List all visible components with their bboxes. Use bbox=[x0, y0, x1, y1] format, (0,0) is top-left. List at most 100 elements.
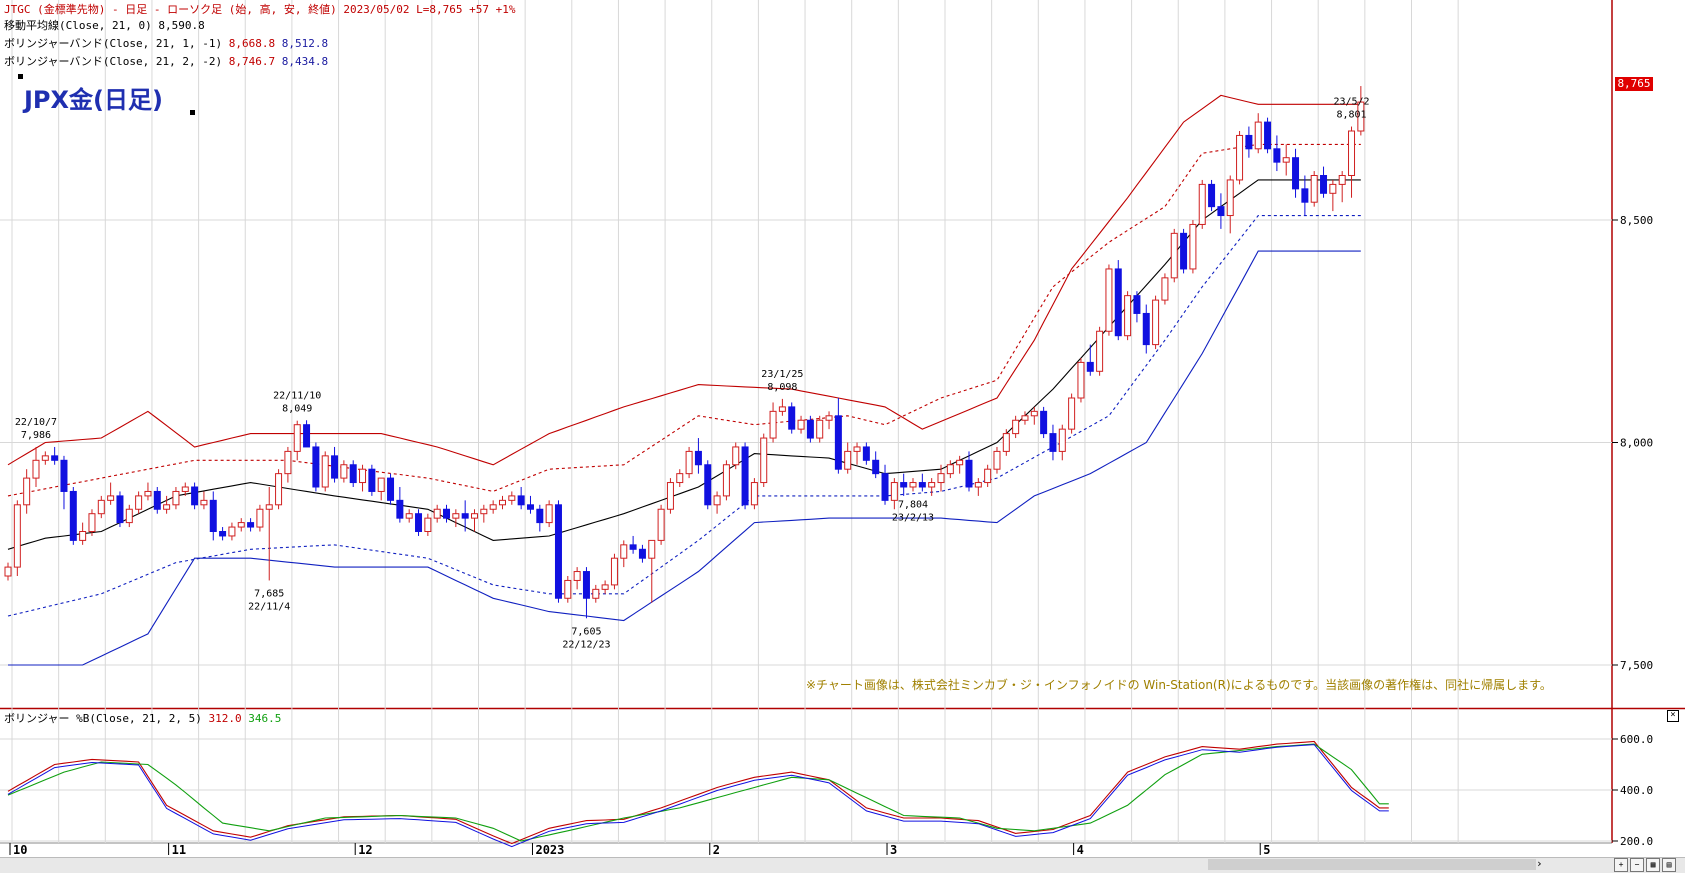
candle-body bbox=[685, 450, 693, 475]
candle-body bbox=[610, 557, 618, 586]
candle-body bbox=[1142, 312, 1150, 346]
candle-body bbox=[1077, 361, 1085, 399]
header-bb1-upper: 8,668.8 bbox=[228, 37, 276, 50]
candle-body bbox=[303, 424, 311, 448]
candle-body bbox=[722, 464, 730, 497]
annotation-date: 22/10/7 bbox=[15, 417, 57, 428]
candle-body bbox=[825, 415, 833, 421]
last-price-tag: 8,765 bbox=[1615, 77, 1653, 91]
pb-line-blue bbox=[7, 744, 1389, 848]
candle-body bbox=[1105, 268, 1113, 332]
candle-body bbox=[648, 539, 656, 559]
candle-body bbox=[51, 455, 59, 461]
zoom-in-icon[interactable]: + bbox=[1614, 858, 1628, 872]
candle-body bbox=[1086, 361, 1094, 372]
annotation-value: 7,605 bbox=[571, 626, 601, 637]
header-instrument-line: JTGC (金標準先物) - 日足 - ローソク足 (始, 高, 安, 終値) … bbox=[4, 3, 516, 16]
candle-body bbox=[1301, 188, 1309, 203]
subpanel-value-1: 312.0 bbox=[208, 712, 242, 725]
candle-body bbox=[844, 450, 852, 470]
series-line-3 bbox=[7, 94, 1361, 466]
candle-body bbox=[489, 504, 497, 510]
zoom-out-icon[interactable]: − bbox=[1630, 858, 1644, 872]
candle-body bbox=[1245, 134, 1253, 150]
close-icon[interactable]: × bbox=[1667, 710, 1679, 722]
candle-body bbox=[974, 482, 982, 488]
candle-body bbox=[676, 473, 684, 484]
candle-body bbox=[769, 410, 777, 439]
candle-body bbox=[536, 508, 544, 524]
subpanel-label: ボリンジャー %B(Close, 21, 2, 5) bbox=[4, 712, 202, 725]
annotation-value: 8,801 bbox=[1336, 110, 1366, 121]
annotation-date: 22/12/23 bbox=[562, 639, 610, 650]
chart-title[interactable]: JPX金(日足) bbox=[24, 86, 163, 114]
candle-body bbox=[629, 544, 637, 550]
candle-body bbox=[1357, 101, 1365, 132]
candle-body bbox=[526, 504, 534, 510]
candle-body bbox=[209, 499, 217, 533]
subpanel-value-2: 346.5 bbox=[248, 712, 282, 725]
title-resize-handle[interactable] bbox=[190, 110, 195, 115]
scroll-right-icon[interactable]: › bbox=[1536, 857, 1543, 870]
candle-body bbox=[1236, 134, 1244, 181]
candle-body bbox=[163, 504, 171, 510]
layout-icon[interactable]: ▤ bbox=[1662, 858, 1676, 872]
candle-body bbox=[88, 513, 96, 533]
candle-body bbox=[1049, 433, 1057, 452]
candle-body bbox=[4, 566, 12, 577]
candle-body bbox=[778, 406, 786, 412]
candle-body bbox=[1021, 415, 1029, 421]
title-resize-handle[interactable] bbox=[18, 74, 23, 79]
candle-body bbox=[471, 513, 478, 519]
candle-body bbox=[480, 508, 488, 515]
candle-body bbox=[1030, 410, 1038, 417]
candle-body bbox=[1282, 157, 1290, 163]
grid-icon[interactable]: ▦ bbox=[1646, 858, 1660, 872]
candle-body bbox=[872, 459, 880, 475]
annotation-date: 23/1/25 bbox=[761, 369, 803, 380]
candle-body bbox=[853, 446, 861, 452]
candle-body bbox=[1338, 175, 1346, 185]
x-tick-label: 5 bbox=[1263, 843, 1270, 857]
candle-body bbox=[620, 544, 628, 559]
candle-body bbox=[228, 526, 236, 537]
candle-body bbox=[312, 446, 320, 488]
candle-body bbox=[387, 477, 395, 501]
header-bb2-lower: 8,434.8 bbox=[281, 55, 329, 68]
candle-body bbox=[993, 450, 1001, 470]
candle-body bbox=[694, 450, 702, 466]
candle-body bbox=[60, 459, 68, 492]
candle-body bbox=[107, 495, 115, 501]
candle-body bbox=[1273, 148, 1281, 163]
annotation-value: 8,098 bbox=[767, 382, 797, 393]
x-tick-label: 11 bbox=[172, 843, 186, 857]
annotation-value: 7,986 bbox=[21, 430, 51, 441]
candle-body bbox=[1226, 179, 1234, 217]
header-bb2-line: ボリンジャーバンド(Close, 21, 2, -2) 8,746.7 8,43… bbox=[4, 55, 328, 69]
candle-body bbox=[1264, 121, 1272, 150]
candle-body bbox=[153, 490, 161, 510]
candle-body bbox=[1208, 183, 1216, 208]
candle-body bbox=[1329, 183, 1337, 194]
y-tick-label: 400.0 bbox=[1620, 784, 1653, 797]
candle-body bbox=[97, 499, 105, 515]
candle-body bbox=[433, 508, 441, 519]
candle-body bbox=[13, 504, 21, 568]
candle-body bbox=[1096, 330, 1104, 372]
candle-body bbox=[657, 508, 665, 541]
candle-body bbox=[881, 473, 889, 501]
candle-body bbox=[1161, 277, 1169, 301]
header-bb2-upper: 8,746.7 bbox=[228, 55, 276, 68]
candle-body bbox=[1292, 157, 1300, 190]
candle-body bbox=[349, 464, 357, 484]
candle-body bbox=[125, 508, 133, 524]
scrollbar-thumb[interactable] bbox=[1208, 859, 1536, 870]
annotation-date: 23/5/2 bbox=[1333, 97, 1369, 108]
candle-body bbox=[508, 495, 516, 501]
candle-body bbox=[554, 504, 562, 599]
y-tick-label: 600.0 bbox=[1620, 733, 1653, 746]
candle-body bbox=[237, 522, 245, 528]
header-bb1-line: ボリンジャーバンド(Close, 21, 1, -1) 8,668.8 8,51… bbox=[4, 37, 328, 51]
candle-body bbox=[79, 531, 87, 541]
y-tick-label: 200.0 bbox=[1620, 835, 1653, 848]
